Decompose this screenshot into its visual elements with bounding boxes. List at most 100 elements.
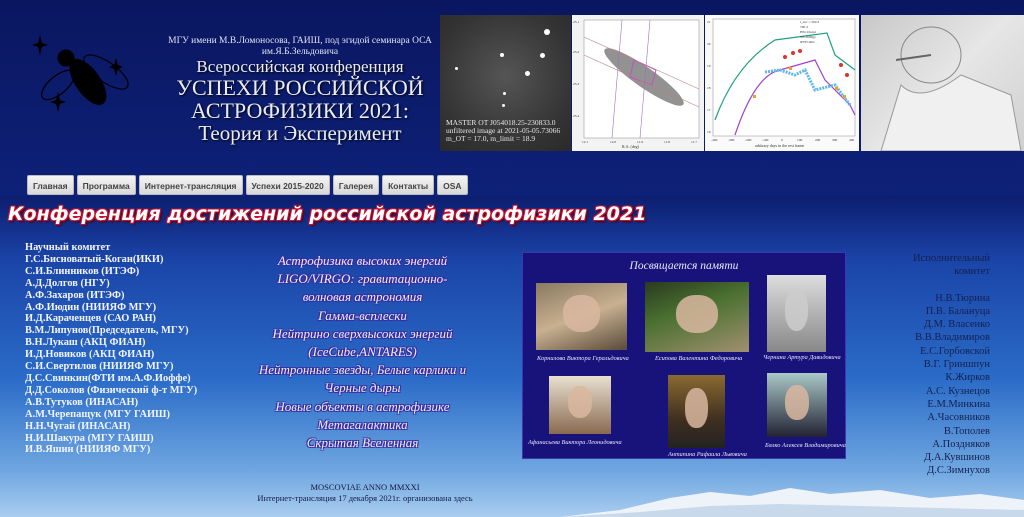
committee-member: Н.И.Шакура (МГУ ГАИШ): [25, 432, 154, 444]
exec-committee-heading: Исполнительный: [912, 253, 990, 264]
svg-text:SN 2006gy: SN 2006gy: [800, 35, 816, 39]
committee-member: Г.С.Бисноватый-Коган(ИКИ): [25, 253, 164, 265]
svg-text:-400: -400: [711, 138, 718, 142]
main-nav: Главная Программа Интернет-трансляция Ус…: [27, 175, 468, 195]
banner-galaxy-plot: R.A. (deg) 12.1 12.0 11.9 11.8 11.7 25.1…: [572, 15, 704, 151]
svg-text:300: 300: [832, 138, 838, 142]
topic-item: волновая астрономия: [302, 289, 423, 305]
memorial-name: Корнилова Виктора Геральдовича: [537, 355, 629, 362]
master-caption: MASTER OT J054018.25-230833.0 unfiltered …: [446, 118, 561, 143]
committee-member: В.Н.Лукаш (АКЦ ФИАН): [25, 337, 146, 349]
topic-item: Астрофизика высоких энергий: [277, 253, 448, 268]
banner-zeldovich-sketch: [861, 15, 1024, 151]
svg-text:16: 16: [707, 130, 711, 134]
exec-member: А.С. Кузнецов: [925, 385, 990, 397]
exec-member: Н.В.Тюрина: [935, 292, 990, 304]
memorial-name: Есипова Валентина Федоровича: [655, 355, 743, 362]
site-title: Всероссийская конференция УСПЕХИ РОССИЙС…: [150, 58, 450, 145]
exec-member: Е.С.Горбовской: [920, 345, 990, 357]
svg-text:-300: -300: [728, 138, 735, 142]
portrait-photo: [767, 275, 826, 352]
svg-text:25.1: 25.1: [573, 20, 579, 24]
svg-text:700 d: 700 d: [800, 25, 808, 29]
exec-member: В.В.Владимиров: [915, 332, 990, 344]
portrait-photo: [549, 376, 611, 434]
footer-motto: MOSCOVIAE ANNO MMXXI: [310, 482, 420, 492]
memorial-name: Бялко Алексея Владимировича: [765, 442, 846, 449]
portrait-photo: [668, 375, 725, 448]
exec-member: П.В. Балануца: [925, 305, 990, 317]
svg-text:100: 100: [797, 138, 803, 142]
broadcast-link[interactable]: Интернет-трансляция 17 декабря 2021г. ор…: [257, 493, 473, 503]
committee-member: С.И.Свертилов (НИИЯФ МГУ): [25, 361, 174, 373]
exec-member: В.Тополев: [943, 425, 990, 437]
exec-member: Д.А.Кувшинов: [924, 452, 990, 464]
topics-list: Астрофизика высоких энергий LIGO/VIRGO: г…: [235, 252, 490, 452]
svg-text:12.0: 12.0: [610, 140, 616, 144]
topic-item: Черные дыры: [324, 380, 401, 396]
committee-member: В.М.Липунов(Председатель, МГУ): [25, 325, 189, 337]
science-committee-heading: Научный комитет: [25, 242, 111, 253]
nav-achievements[interactable]: Успехи 2015-2020: [245, 175, 330, 195]
exec-member: К.Жирков: [945, 372, 990, 384]
committee-member: А.В.Тутуков (ИНАСАН): [25, 396, 139, 408]
committee-member: А.Ф.Июдин (НИИЯФ МГУ): [25, 301, 157, 313]
committee-member: С.И.Блинников (ИТЭФ): [25, 265, 140, 277]
science-committee: Научный комитет Г.С.Бисноватый-Коган(ИКИ…: [25, 242, 197, 456]
svg-text:0: 0: [781, 138, 783, 142]
svg-text:400: 400: [849, 138, 855, 142]
committee-member: Н.Н.Чугай (ИНАСАН): [25, 420, 131, 432]
memorial-panel: Посвящается памяти Корнилова Виктора Гер…: [522, 252, 846, 459]
title-line: Всероссийская конференция: [196, 57, 404, 76]
svg-text:11.7: 11.7: [691, 140, 697, 144]
exec-member: Д.С.Зимнухов: [927, 465, 990, 477]
svg-text:17: 17: [707, 108, 711, 112]
portrait-photo: [767, 373, 827, 437]
title-line: АСТРОФИЗИКИ 2021:: [191, 98, 409, 123]
topic-item: Нейтронные звезды, Белые карлики и: [258, 362, 467, 378]
nav-program[interactable]: Программа: [76, 175, 136, 195]
portrait-photo: [645, 282, 749, 352]
committee-member: И.Д.Караченцев (САО РАН): [25, 313, 157, 325]
organizer-subtitle: МГУ имени М.В.Ломоносова, ГАИШ, под эгид…: [168, 36, 432, 57]
topic-item: (IceCube,ANTARES): [308, 344, 417, 360]
banner-lightcurve-plot: t_exc = 500 d 700 d HSC16aayt SN 2006gy iPTF…: [705, 15, 859, 151]
topic-item: Метагалактика: [317, 416, 408, 432]
memorial-name: Антипина Рафаила Львовича: [668, 451, 747, 458]
executive-committee: Исполнительный комитет Н.В.Тюрина П.В. Ба…: [913, 252, 990, 478]
svg-text:HSC16aayt: HSC16aayt: [800, 30, 816, 34]
title-line: УСПЕХИ РОССИЙСКОЙ: [176, 75, 424, 100]
nav-contacts[interactable]: Контакты: [382, 175, 435, 195]
committee-member: Д.Д.Соколов (Физический ф-т МГУ): [25, 384, 198, 396]
svg-text:t_exc = 500 d: t_exc = 500 d: [800, 20, 819, 24]
nav-osa[interactable]: OSA: [437, 175, 468, 195]
svg-text:-200: -200: [745, 138, 752, 142]
title-line: Теория и Эксперимент: [198, 121, 402, 145]
svg-text:200: 200: [815, 138, 821, 142]
memorial-heading: Посвящается памяти: [629, 260, 739, 272]
svg-text:25.2: 25.2: [573, 50, 579, 54]
svg-text:25.3: 25.3: [573, 82, 579, 86]
topic-item: LIGO/VIRGO: гравитационно-: [277, 271, 448, 287]
svg-text:11.9: 11.9: [637, 140, 643, 144]
exec-committee-heading: комитет: [954, 266, 990, 278]
memorial-name: Чернина Артура Давидовича: [763, 354, 841, 361]
nav-broadcast[interactable]: Интернет-трансляция: [138, 175, 243, 195]
committee-member: Д.С.Свинкин(ФТИ им.А.Ф.Иоффе): [25, 372, 191, 384]
committee-member: А.Д.Долгов (НГУ): [25, 277, 110, 289]
footer: MOSCOVIAE ANNO MMXXI Интернет-трансляция…: [215, 482, 515, 504]
exec-member: Д.М. Власенко: [923, 319, 990, 331]
exec-member: В.Г. Гриншпун: [923, 359, 990, 371]
committee-member: И.В.Яшин (НИИЯФ МГУ): [25, 444, 151, 456]
topic-item: Гамма-всплески: [318, 307, 407, 323]
nav-home[interactable]: Главная: [27, 175, 74, 195]
axis-label: arbitrary days in the rest frame: [755, 143, 804, 148]
svg-text:21: 21: [707, 20, 711, 24]
topic-item: Новые объекты в астрофизике: [275, 398, 450, 414]
portrait-photo: [536, 283, 627, 350]
bee-logo-icon: [32, 35, 129, 112]
svg-text:25.4: 25.4: [573, 114, 579, 118]
nav-gallery[interactable]: Галерея: [332, 175, 380, 195]
exec-member: А.Поздняков: [932, 438, 990, 450]
conference-title: Конференция достижений российской астроф…: [8, 203, 647, 225]
